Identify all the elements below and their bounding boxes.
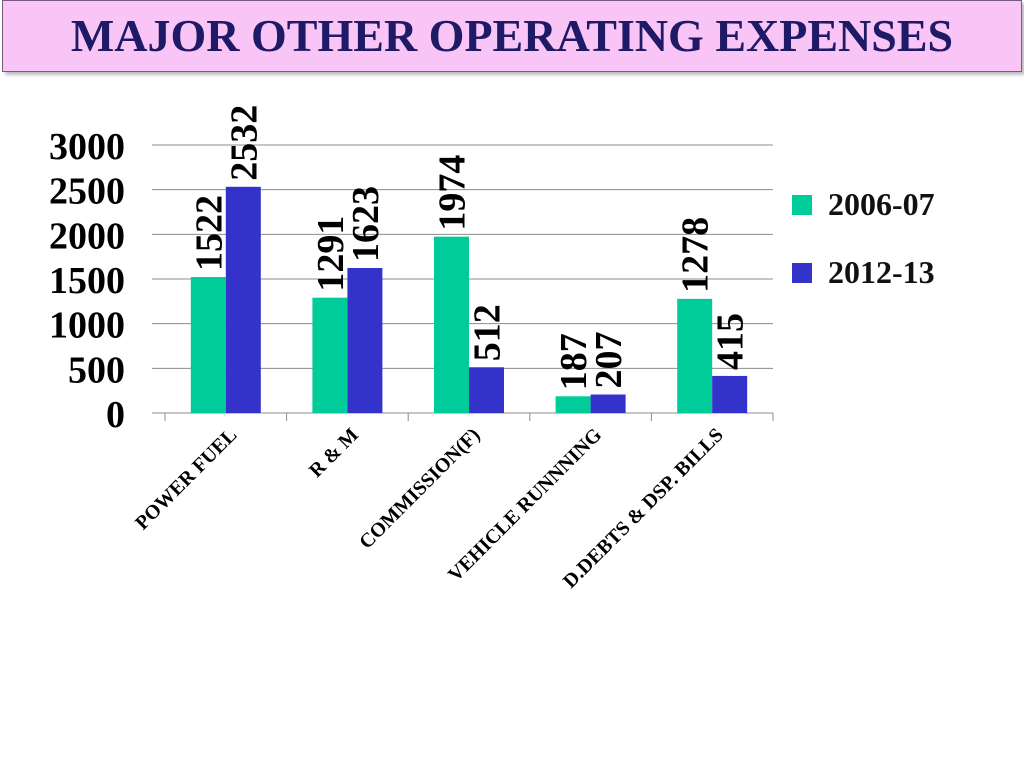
y-tick-label: 1500 — [49, 260, 125, 302]
bar-2012-13 — [590, 394, 626, 413]
data-label: 1278 — [675, 217, 717, 293]
data-label: 2532 — [223, 105, 265, 181]
data-label: 1974 — [432, 155, 474, 231]
data-label: 1522 — [188, 195, 230, 271]
data-label: 1291 — [310, 216, 352, 292]
bar-2012-13 — [469, 367, 504, 413]
legend-label: 2012-13 — [828, 254, 935, 290]
y-tick-label: 0 — [106, 394, 125, 436]
legend-swatch — [792, 262, 812, 283]
bar-2006-07 — [677, 298, 713, 413]
category-label: R & M — [305, 424, 363, 482]
data-label: 1623 — [345, 186, 387, 262]
y-tick-label: 3000 — [49, 126, 125, 168]
bar-2006-07 — [434, 236, 469, 413]
title-banner: MAJOR OTHER OPERATING EXPENSES — [2, 0, 1022, 72]
y-tick-label: 1000 — [49, 305, 125, 347]
category-label: POWER FUEL — [131, 424, 241, 534]
data-label: 415 — [710, 313, 752, 370]
category-label: COMMISSION(F) — [355, 424, 484, 553]
page-title: MAJOR OTHER OPERATING EXPENSES — [70, 10, 954, 61]
y-tick-label: 2000 — [49, 215, 125, 257]
bar-2012-13 — [347, 268, 383, 413]
bar-2006-07 — [190, 277, 226, 413]
legend-label: 2006-07 — [828, 186, 935, 222]
y-tick-label: 2500 — [49, 171, 125, 213]
bar-2006-07 — [312, 297, 348, 413]
bar-2006-07 — [555, 396, 591, 413]
y-tick-label: 500 — [68, 349, 125, 391]
legend-swatch — [792, 194, 812, 215]
data-label: 187 — [553, 333, 595, 390]
bar-2012-13 — [712, 375, 748, 413]
data-label: 207 — [588, 332, 630, 389]
bar-2012-13 — [225, 186, 261, 413]
legend-item: 2012-13 — [792, 254, 935, 291]
data-label: 512 — [467, 304, 509, 361]
legend-item: 2006-07 — [792, 186, 935, 223]
